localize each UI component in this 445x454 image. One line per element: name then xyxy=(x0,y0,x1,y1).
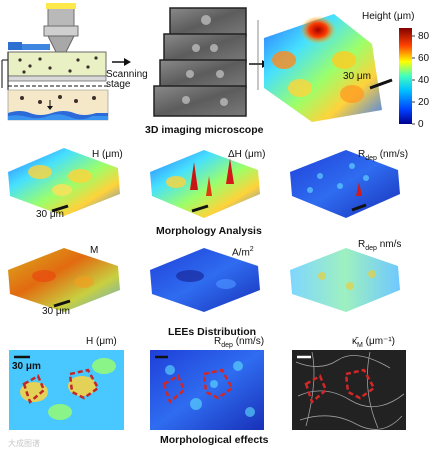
scanning-stage-label: Scanning stage xyxy=(106,69,148,90)
image-stack xyxy=(153,7,247,117)
lees-area-label: A/m2 xyxy=(232,246,254,259)
height-map-3d xyxy=(257,14,393,122)
morph-rdep-label: Rdep (nm/s) xyxy=(358,149,409,163)
colorbar-tick: 20 xyxy=(418,97,430,108)
colorbar-tick: 40 xyxy=(418,75,430,86)
lees-m-map xyxy=(8,248,120,312)
effects-rdep-map xyxy=(150,350,264,430)
arrow-to-stack xyxy=(112,58,131,66)
morphology-dh-map xyxy=(150,150,260,218)
lees-scale-label: 30 μm xyxy=(42,306,70,317)
effects-curvature-label: κ̄M (μm⁻¹) xyxy=(352,336,395,350)
colorbar-title: Height (μm) xyxy=(362,11,415,22)
morphology-rdep-map xyxy=(290,150,400,218)
lees-area-map xyxy=(150,248,260,312)
lees-rdep-label: Rdep nm/s xyxy=(358,239,402,253)
effects-rdep-label: Rdep (nm/s) xyxy=(214,336,265,350)
colorbar-tick: 0 xyxy=(418,119,424,130)
morph-dh-label: ΔH (μm) xyxy=(228,149,266,160)
effects-scale-label: 30 μm xyxy=(12,361,41,372)
height-map-scale-label: 30 μm xyxy=(343,71,371,82)
effects-h-label: H (μm) xyxy=(86,336,117,347)
colorbar-tick: 80 xyxy=(418,31,430,42)
lees-caption: LEEs Distribution xyxy=(168,326,257,338)
lees-m-label: M xyxy=(90,245,99,256)
height-colorbar xyxy=(399,28,415,125)
morph-h-label: H (μm) xyxy=(92,149,123,160)
colorbar-tick: 60 xyxy=(418,53,430,64)
imaging-caption: 3D imaging microscope xyxy=(145,124,264,136)
effects-caption: Morphological effects xyxy=(160,434,269,446)
morphology-h-map xyxy=(8,148,120,216)
microscope-schematic xyxy=(1,3,109,121)
watermark: 大成图谱 xyxy=(8,439,40,448)
lees-rdep-map xyxy=(290,248,400,312)
effects-h-map xyxy=(9,350,124,430)
effects-curvature-map xyxy=(292,350,406,430)
morph-scale-label: 30 μm xyxy=(36,209,64,220)
morphology-caption: Morphology Analysis xyxy=(156,225,262,237)
